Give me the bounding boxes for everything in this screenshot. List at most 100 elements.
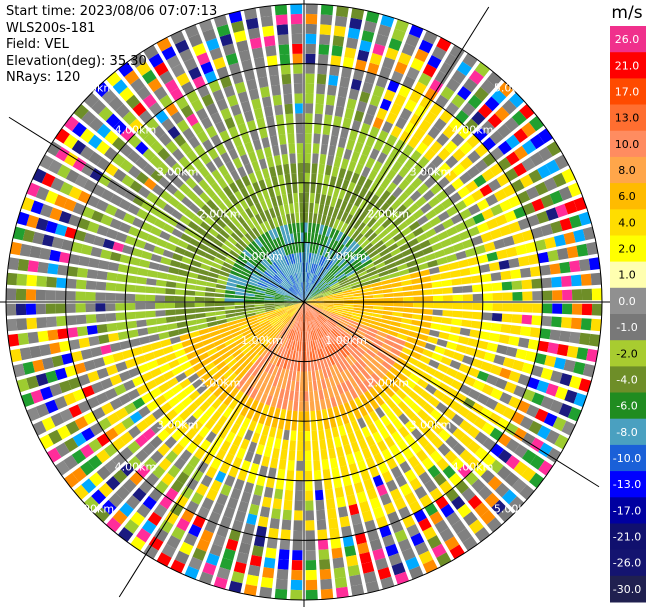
colorbar-tick-label: -17.0	[613, 504, 641, 517]
velocity-gate	[485, 193, 499, 207]
velocity-gate	[148, 333, 160, 343]
velocity-gate	[269, 342, 277, 352]
velocity-gate	[508, 396, 522, 409]
velocity-gate	[358, 438, 368, 450]
velocity-gate	[274, 588, 288, 600]
velocity-gate	[353, 304, 364, 308]
velocity-gate	[433, 223, 446, 234]
velocity-gate	[414, 104, 428, 118]
velocity-gate	[444, 140, 458, 154]
velocity-gate	[372, 85, 385, 98]
velocity-gate	[205, 38, 220, 51]
velocity-gate	[353, 219, 362, 230]
velocity-gate	[72, 157, 87, 172]
velocity-gate	[185, 428, 197, 441]
velocity-gate	[191, 469, 204, 482]
velocity-gate	[321, 134, 330, 145]
velocity-gate	[276, 310, 287, 316]
velocity-gate	[232, 349, 242, 358]
velocity-gate	[341, 284, 352, 290]
velocity-gate	[428, 359, 440, 369]
velocity-gate	[319, 358, 326, 370]
velocity-gate	[260, 246, 269, 256]
velocity-gate	[46, 447, 62, 463]
velocity-gate	[341, 312, 352, 318]
colorbar-cell	[610, 497, 646, 524]
velocity-gate	[497, 449, 512, 464]
velocity-gate	[543, 177, 558, 192]
velocity-gate	[295, 381, 300, 392]
velocity-gate	[420, 321, 432, 329]
velocity-gate	[219, 33, 233, 47]
velocity-gate	[88, 151, 103, 166]
velocity-gate	[240, 100, 252, 113]
velocity-gate	[265, 269, 275, 277]
velocity-gate	[74, 229, 87, 242]
velocity-gate	[148, 536, 164, 551]
velocity-gate	[369, 465, 380, 478]
velocity-gate	[397, 191, 409, 204]
velocity-gate	[141, 200, 154, 212]
velocity-gate	[288, 339, 294, 350]
velocity-gate	[264, 298, 275, 301]
velocity-gate	[384, 435, 396, 448]
velocity-gate	[45, 190, 59, 205]
velocity-gate	[309, 242, 313, 253]
velocity-gate	[427, 336, 439, 345]
velocity-gate	[284, 419, 291, 431]
velocity-gate	[325, 226, 332, 237]
velocity-gate	[419, 327, 431, 335]
velocity-gate	[361, 144, 372, 157]
velocity-gate	[431, 316, 443, 323]
velocity-gate	[256, 191, 265, 202]
velocity-gate	[236, 284, 247, 290]
velocity-gate	[358, 274, 369, 281]
velocity-gate	[7, 257, 20, 271]
velocity-gate	[434, 70, 449, 85]
velocity-gate	[404, 99, 417, 113]
velocity-gate	[274, 297, 285, 300]
velocity-gate	[492, 303, 503, 312]
velocity-gate	[324, 104, 334, 116]
velocity-gate	[467, 94, 483, 109]
velocity-gate	[265, 198, 273, 209]
velocity-gate	[175, 309, 186, 315]
velocity-gate	[427, 464, 441, 478]
velocity-gate	[109, 374, 122, 386]
velocity-gate	[334, 486, 345, 498]
velocity-gate	[387, 352, 399, 361]
velocity-gate	[178, 156, 191, 169]
velocity-gate	[135, 141, 149, 155]
velocity-gate	[405, 33, 420, 48]
velocity-gate	[304, 302, 314, 305]
velocity-gate	[294, 302, 304, 305]
velocity-gate	[306, 242, 310, 253]
velocity-gate	[220, 107, 232, 120]
velocity-gate	[304, 311, 306, 322]
velocity-gate	[322, 124, 331, 136]
velocity-gate	[325, 195, 332, 206]
velocity-gate	[512, 291, 523, 301]
velocity-gate	[392, 186, 403, 199]
velocity-gate	[320, 14, 333, 26]
velocity-gate	[320, 578, 333, 590]
velocity-gate	[25, 303, 37, 315]
velocity-gate	[215, 218, 227, 229]
velocity-gate	[289, 308, 297, 316]
velocity-gate	[155, 317, 167, 325]
velocity-gate	[290, 579, 303, 591]
velocity-gate	[412, 308, 423, 314]
velocity-gate	[165, 288, 176, 295]
velocity-gate	[430, 409, 443, 421]
velocity-gate	[541, 315, 552, 327]
velocity-gate	[322, 293, 333, 297]
velocity-gate	[206, 102, 218, 116]
velocity-gate	[576, 347, 589, 361]
velocity-gates	[6, 4, 602, 600]
velocity-gate	[308, 222, 312, 233]
velocity-gate	[141, 221, 154, 233]
velocity-gate	[264, 415, 273, 427]
velocity-gate	[424, 342, 436, 351]
velocity-gate	[128, 425, 142, 439]
velocity-gate	[119, 254, 131, 264]
